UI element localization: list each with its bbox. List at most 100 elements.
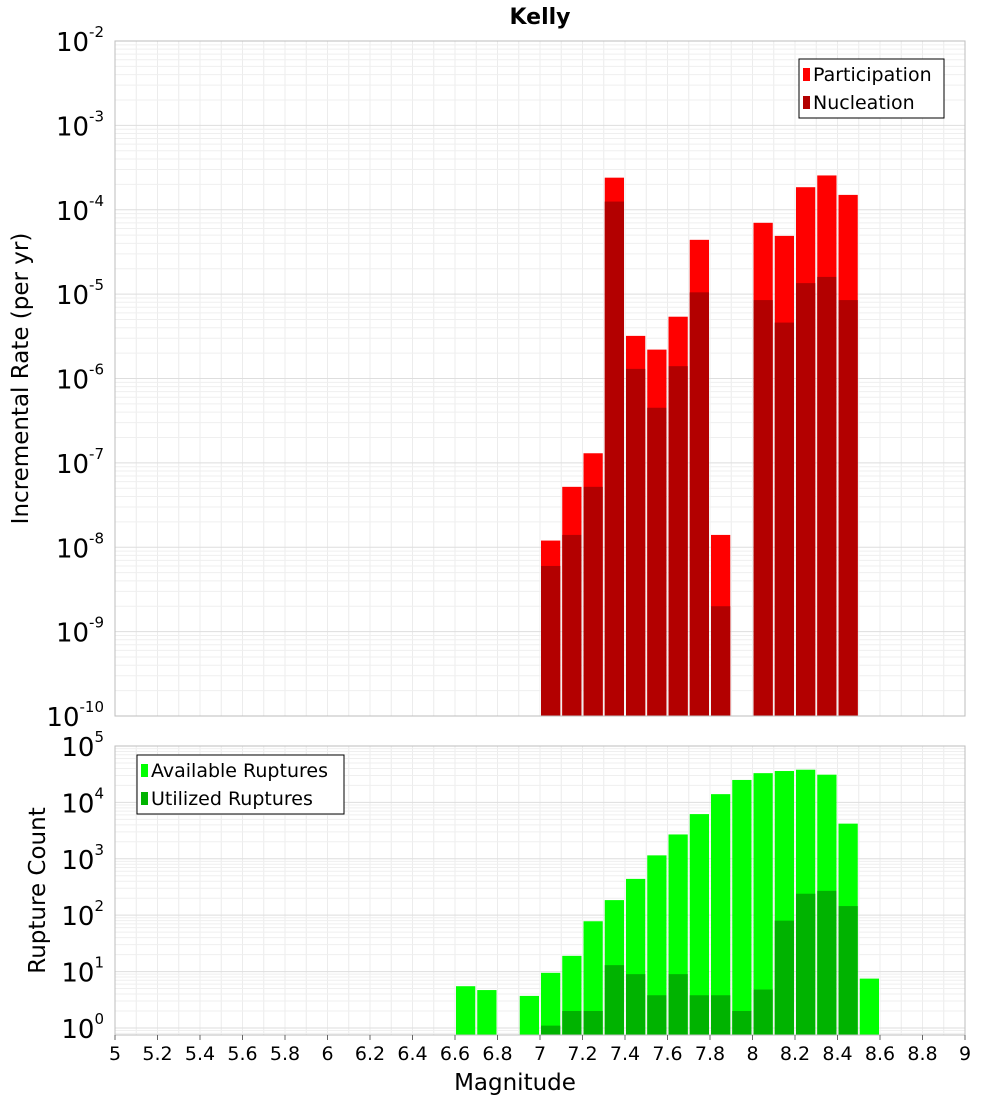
bar [647, 407, 667, 716]
x-tick-label: 8 [746, 1043, 758, 1065]
legend-swatch [141, 792, 148, 805]
x-tick-label: 6.8 [482, 1043, 512, 1065]
bar [732, 1010, 752, 1035]
legend-swatch [803, 68, 810, 81]
bar [689, 814, 709, 1035]
y-tick-label: 10-10 [46, 698, 104, 733]
bar [668, 974, 688, 1035]
bar [562, 1010, 582, 1035]
series-nucleation [541, 201, 858, 716]
bar [668, 366, 688, 716]
bar [583, 1010, 603, 1035]
bar [626, 368, 646, 716]
y-tick-label: 10-5 [56, 276, 104, 311]
bar [711, 995, 731, 1035]
legend-label: Available Ruptures [151, 760, 328, 782]
bar [753, 989, 773, 1035]
y-axis-label: Rupture Count [25, 807, 51, 973]
legend-swatch [803, 96, 810, 109]
x-tick-labels: 5 5.2 5.4 5.6 5.8 6 6.2 6.4 6.6 6.8 7 7.2 7.4 7.6 7.8 8… [109, 1035, 971, 1065]
bar [456, 986, 476, 1035]
bar [689, 292, 709, 716]
legend: Available Ruptures Utilized Ruptures [136, 754, 345, 815]
x-tick-label: 6.2 [355, 1043, 385, 1065]
y-tick-labels: 100 101 102 103 104 105 [61, 728, 104, 1045]
y-tick-label: 10-8 [56, 529, 104, 564]
bar [796, 893, 816, 1035]
bar [859, 978, 879, 1035]
bar [711, 794, 731, 1035]
bar [838, 300, 858, 716]
bar [604, 201, 624, 716]
bar [477, 990, 497, 1035]
x-tick-label: 5 [109, 1043, 121, 1065]
y-tick-label: 10-2 [56, 23, 104, 58]
bar [562, 534, 582, 716]
legend-label: Participation [813, 64, 932, 86]
bar [583, 921, 603, 1035]
plot-border [114, 40, 966, 717]
x-tick-label: 7 [534, 1043, 546, 1065]
y-tick-label: 105 [61, 728, 104, 763]
x-tick-label: 8.4 [822, 1043, 852, 1065]
bar [647, 855, 667, 1035]
y-tick-label: 10-7 [56, 445, 104, 480]
y-tick-label: 10-3 [56, 107, 104, 142]
panel-2: 100 101 102 103 104 105 Rupture Count 5 5.2 5.4 5.… [25, 728, 971, 1096]
x-tick-label: 6.4 [397, 1043, 427, 1065]
x-tick-label: 5.2 [142, 1043, 172, 1065]
bar [774, 322, 794, 716]
x-tick-label: 8.6 [865, 1043, 895, 1065]
x-tick-label: 6.6 [440, 1043, 470, 1065]
y-axis-label: Incremental Rate (per yr) [8, 233, 34, 525]
y-tick-label: 10-6 [56, 361, 104, 396]
bar [604, 965, 624, 1035]
y-tick-labels: 10-10 10-9 10-8 10-7 10-6 10-5 10-4 10-3 10-2 [46, 23, 104, 733]
bar [541, 565, 561, 716]
x-tick-label: 6 [321, 1043, 333, 1065]
y-tick-label: 104 [61, 784, 104, 819]
bar [796, 283, 816, 716]
bar [753, 773, 773, 1035]
bar [541, 972, 561, 1035]
legend-swatch [141, 764, 148, 777]
x-tick-label: 7.2 [567, 1043, 597, 1065]
x-tick-label: 8.8 [907, 1043, 937, 1065]
x-tick-label: 8.2 [780, 1043, 810, 1065]
x-tick-label: 5.6 [227, 1043, 257, 1065]
x-tick-label: 5.8 [270, 1043, 300, 1065]
panel-1: 10-10 10-9 10-8 10-7 10-6 10-5 10-4 10-3 10-2 Inc… [8, 5, 966, 733]
x-axis-label: Magnitude [454, 1070, 576, 1096]
bar [689, 995, 709, 1035]
bar [541, 1025, 561, 1035]
grid-lines [114, 40, 966, 717]
bar [838, 906, 858, 1035]
legend: Participation Nucleation [798, 58, 945, 119]
chart-title: Kelly [509, 5, 570, 30]
legend-label: Utilized Ruptures [151, 788, 313, 810]
y-tick-label: 10-4 [56, 192, 104, 227]
bar [817, 276, 837, 716]
bar [753, 300, 773, 716]
bar [732, 779, 752, 1035]
bar [519, 995, 539, 1035]
x-tick-label: 5.4 [185, 1043, 215, 1065]
y-tick-label: 102 [61, 897, 104, 932]
y-tick-label: 10-9 [56, 614, 104, 649]
y-tick-label: 103 [61, 841, 104, 876]
bar [711, 606, 731, 716]
bar [626, 974, 646, 1035]
series-utilized-ruptures [541, 890, 858, 1035]
legend-box [136, 754, 345, 815]
y-tick-label: 100 [61, 1010, 104, 1045]
bar [647, 995, 667, 1035]
x-tick-label: 9 [959, 1043, 971, 1065]
x-tick-label: 7.8 [695, 1043, 725, 1065]
bar [817, 890, 837, 1035]
y-tick-label: 101 [61, 954, 104, 989]
bar [583, 486, 603, 716]
legend-label: Nucleation [813, 92, 915, 114]
x-tick-label: 7.4 [610, 1043, 640, 1065]
bar [774, 920, 794, 1035]
